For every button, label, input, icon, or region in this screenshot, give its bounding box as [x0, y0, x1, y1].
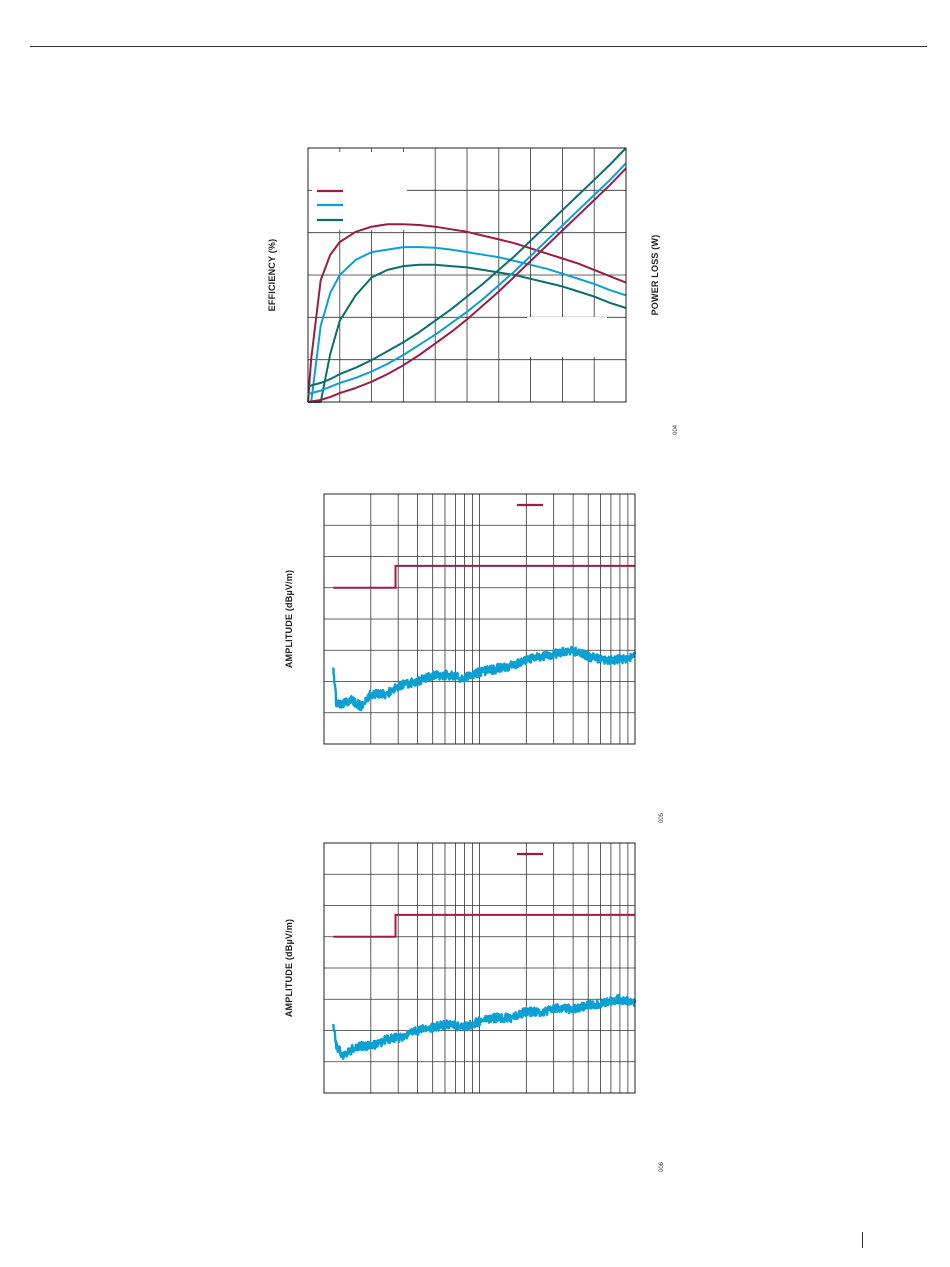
series-line-loss-red	[307, 167, 627, 403]
limit-line	[333, 564, 635, 589]
chart1-y-axis-label: EFFICIENCY (%)	[267, 238, 277, 312]
emissions-chart-1	[323, 493, 637, 745]
footer-rule	[862, 1232, 863, 1248]
annotation-box	[527, 317, 607, 357]
series-line-efficiency-teal	[308, 263, 627, 403]
emission-trace	[332, 993, 637, 1061]
plot-border	[323, 842, 636, 1094]
chart3-y-axis-label: AMPLITUDE (dBµV/m)	[284, 918, 294, 1018]
series-line-efficiency-red	[307, 223, 627, 403]
emission-trace	[332, 645, 637, 712]
header-rule	[30, 46, 927, 47]
series-line-efficiency-blue	[308, 246, 627, 403]
series-line-loss-blue	[307, 162, 627, 396]
series-line-loss-teal	[307, 147, 627, 388]
plot-border	[307, 147, 627, 403]
figure-id-004: 004	[673, 425, 679, 436]
figure-id-005: 005	[659, 813, 665, 824]
chart1-y2-axis-label: POWER LOSS (W)	[650, 234, 660, 316]
plot-border	[323, 493, 636, 745]
efficiency-chart	[307, 147, 627, 403]
chart2-y-axis-label: AMPLITUDE (dBµV/m)	[284, 569, 294, 669]
limit-line	[333, 913, 635, 938]
figure-id-006: 006	[659, 1162, 665, 1173]
emissions-chart-2	[323, 842, 637, 1094]
